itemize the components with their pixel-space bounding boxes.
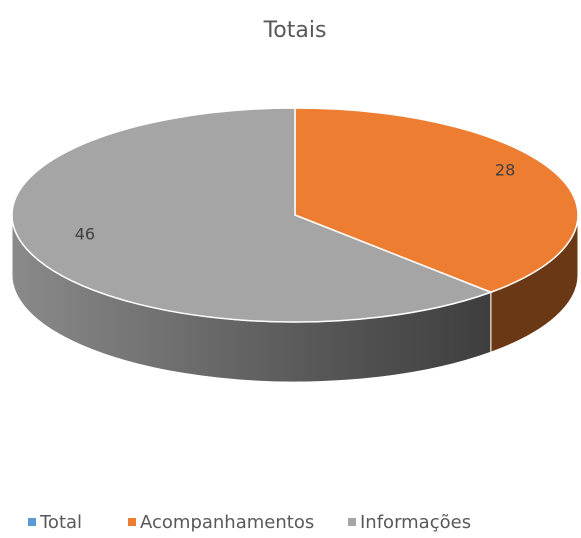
legend-swatch bbox=[128, 518, 136, 526]
chart-title: Totais bbox=[263, 18, 327, 43]
data-label: 28 bbox=[495, 161, 515, 180]
legend-label: Acompanhamentos bbox=[140, 512, 314, 533]
pie-slice bbox=[11, 107, 493, 323]
legend-label: Informações bbox=[360, 512, 471, 533]
legend-swatch bbox=[28, 518, 36, 526]
legend-swatch bbox=[348, 518, 356, 526]
pie-slice bbox=[294, 107, 579, 294]
legend: Total Acompanhamentos Informações bbox=[28, 512, 471, 533]
legend-label: Total bbox=[39, 512, 82, 533]
data-label: 46 bbox=[75, 224, 95, 243]
